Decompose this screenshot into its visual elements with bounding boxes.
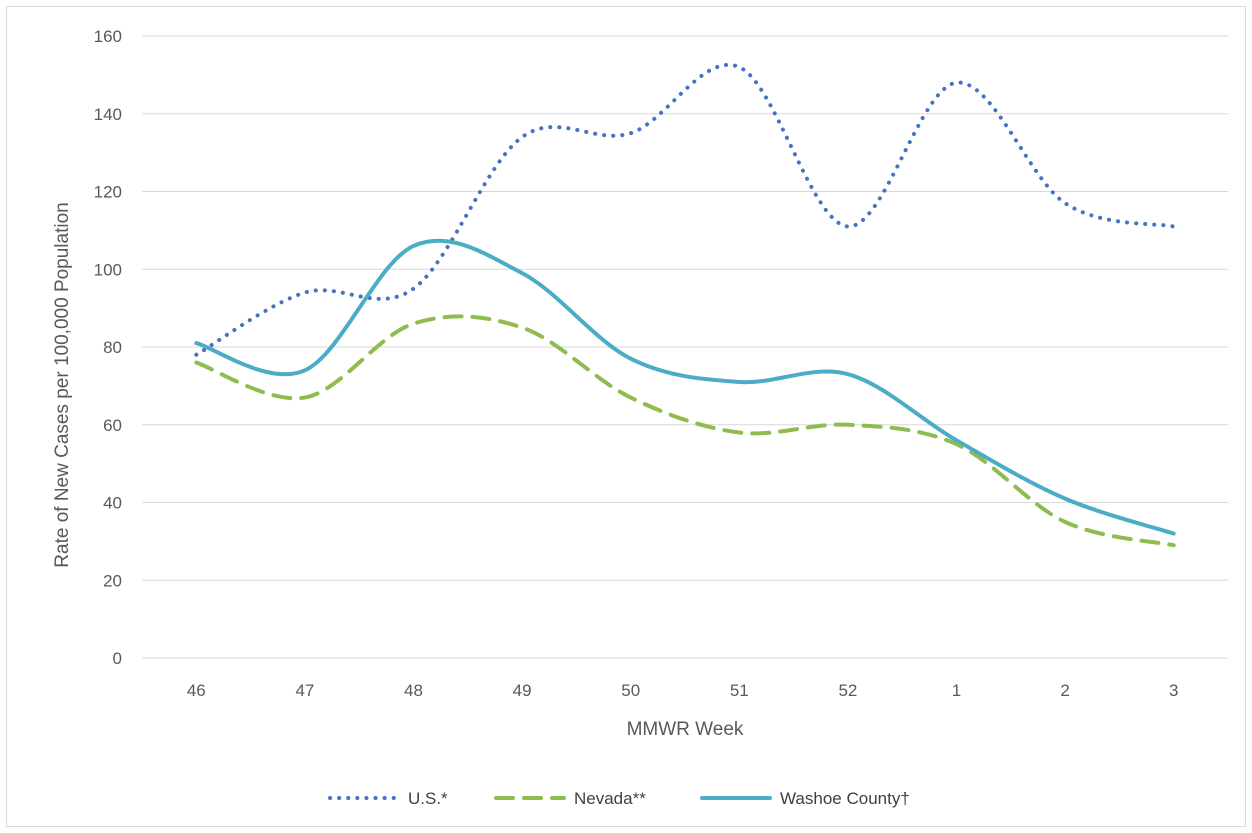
- x-axis-title: MMWR Week: [627, 719, 744, 740]
- x-axis-ticks: 46 47 48 49 50 51 52 1 2 3: [187, 681, 1179, 700]
- series-lines: [194, 62, 1176, 548]
- x-tick-label: 2: [1060, 681, 1069, 700]
- x-tick-label: 3: [1169, 681, 1178, 700]
- y-axis-ticks: 0 20 40 60 80 100 120 140 160: [94, 27, 122, 668]
- legend: U.S.* Nevada** Washoe County†: [328, 789, 910, 808]
- series-line-1: [194, 314, 1176, 548]
- x-tick-label: 50: [621, 681, 640, 700]
- series-line-2: [194, 238, 1176, 536]
- legend-label: U.S.*: [408, 789, 448, 808]
- x-tick-label: 47: [295, 681, 314, 700]
- y-tick-label: 120: [94, 183, 122, 202]
- x-tick-label: 46: [187, 681, 206, 700]
- x-tick-label: 52: [838, 681, 857, 700]
- x-tick-label: 51: [730, 681, 749, 700]
- x-tick-label: 49: [513, 681, 532, 700]
- y-axis-title: Rate of New Cases per 100,000 Population: [52, 202, 73, 567]
- legend-label: Washoe County†: [780, 789, 910, 808]
- y-tick-label: 160: [94, 27, 122, 46]
- y-tick-label: 140: [94, 105, 122, 124]
- series-line-0: [194, 62, 1176, 357]
- y-tick-label: 60: [103, 416, 122, 435]
- y-tick-label: 20: [103, 571, 122, 590]
- y-tick-label: 0: [113, 649, 122, 668]
- y-tick-label: 40: [103, 494, 122, 513]
- gridlines: [142, 35, 1228, 659]
- legend-label: Nevada**: [574, 789, 646, 808]
- chart-frame: [6, 6, 1246, 827]
- y-tick-label: 80: [103, 338, 122, 357]
- y-tick-label: 100: [94, 260, 122, 279]
- x-tick-label: 48: [404, 681, 423, 700]
- x-tick-label: 1: [952, 681, 961, 700]
